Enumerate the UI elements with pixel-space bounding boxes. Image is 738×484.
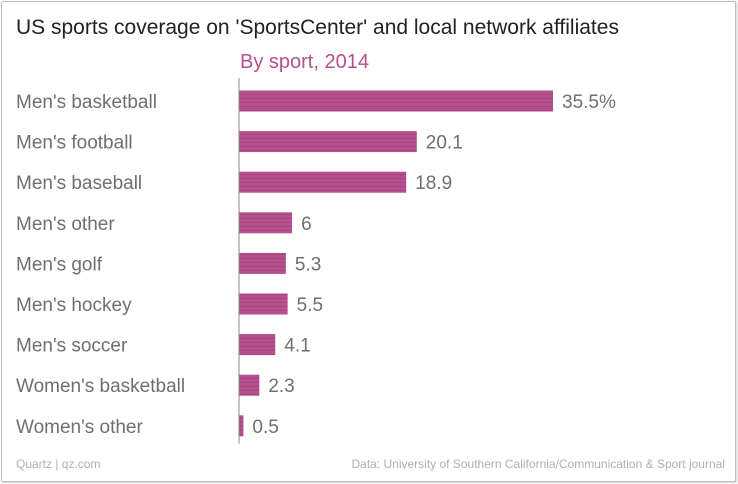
source-credit: Quartz | qz.com [16, 457, 101, 471]
bar [239, 131, 417, 153]
value-label: 35.5% [562, 92, 616, 113]
category-label: Men's hockey [16, 295, 132, 316]
category-label: Women's basketball [16, 376, 185, 397]
data-source: Data: University of Southern California/… [351, 457, 725, 471]
value-label: 5.5 [297, 295, 323, 316]
chart-title: US sports coverage on 'SportsCenter' and… [16, 16, 619, 39]
value-label: 20.1 [426, 133, 463, 154]
category-label: Men's other [16, 214, 115, 235]
bar [239, 252, 286, 274]
bar [239, 415, 244, 437]
bar [239, 90, 553, 112]
bar [239, 334, 276, 356]
bar-chart: Men's basketball 35.5% Men's football 20.1 M… [16, 78, 616, 444]
value-label: 4.1 [284, 336, 310, 357]
category-label: Men's soccer [16, 336, 128, 357]
value-label: 2.3 [268, 376, 294, 397]
category-label: Women's other [16, 417, 144, 438]
category-label: Men's football [16, 133, 133, 154]
bar [239, 212, 293, 234]
category-label: Men's basketball [16, 92, 157, 113]
value-label: 0.5 [252, 417, 278, 438]
bar [239, 374, 260, 396]
value-label: 18.9 [415, 173, 452, 194]
chart-subtitle: By sport, 2014 [240, 51, 369, 73]
category-label: Men's golf [16, 254, 103, 275]
bar [239, 171, 407, 193]
value-label: 5.3 [295, 254, 321, 275]
bar [239, 293, 288, 315]
value-label: 6 [301, 214, 312, 235]
category-label: Men's baseball [16, 173, 142, 194]
